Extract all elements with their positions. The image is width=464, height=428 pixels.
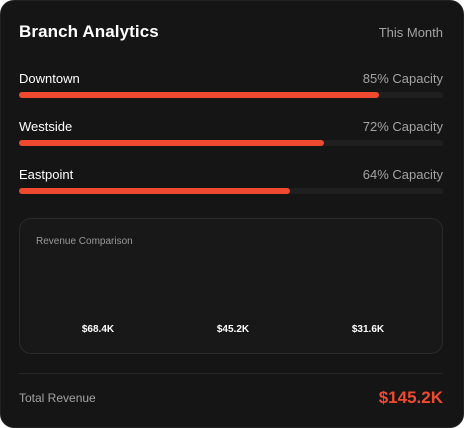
capacity-track <box>19 188 443 194</box>
branch-name: Westside <box>19 118 73 134</box>
revenue-value-eastpoint: $31.6K <box>351 324 385 335</box>
capacity-bar <box>19 188 291 194</box>
period-selector[interactable]: This Month <box>378 24 443 40</box>
total-revenue-label: Total Revenue <box>19 391 96 405</box>
revenue-comparison-panel: Revenue Comparison $68.4K $45.2K $31.6K <box>19 218 443 354</box>
branch-capacity: 72% Capacity <box>362 118 443 134</box>
capacity-bar <box>19 140 325 146</box>
branch-capacity: 85% Capacity <box>362 70 443 86</box>
card-title: Branch Analytics <box>19 22 159 41</box>
total-revenue-value: $145.2K <box>378 388 443 407</box>
revenue-comparison-title: Revenue Comparison <box>36 236 133 247</box>
branch-name: Eastpoint <box>19 166 74 182</box>
branch-name: Downtown <box>19 70 80 86</box>
branch-capacity: 64% Capacity <box>362 166 443 182</box>
revenue-value-westside: $45.2K <box>216 324 250 335</box>
card-footer: Total Revenue $145.2K <box>19 387 443 409</box>
capacity-track <box>19 140 443 146</box>
branch-eastpoint: Eastpoint 64% Capacity <box>19 166 443 196</box>
footer-divider <box>19 373 443 374</box>
branch-westside: Westside 72% Capacity <box>19 118 443 148</box>
capacity-bar <box>19 92 380 98</box>
revenue-value-downtown: $68.4K <box>81 324 115 335</box>
card-header: Branch Analytics This Month <box>19 21 443 43</box>
capacity-track <box>19 92 443 98</box>
branch-downtown: Downtown 85% Capacity <box>19 70 443 100</box>
